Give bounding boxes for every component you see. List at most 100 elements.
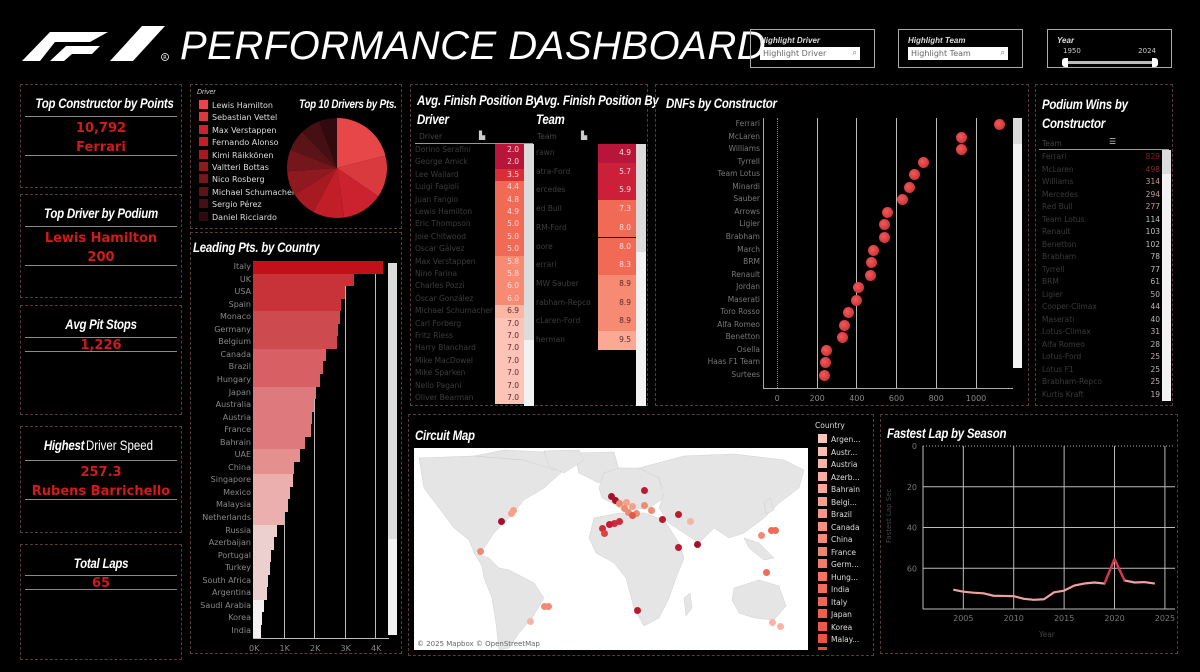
table-row[interactable]: Brabham-Repco 25 <box>1036 376 1160 389</box>
circuit-marker[interactable] <box>628 502 636 510</box>
bar[interactable] <box>253 399 314 412</box>
table-row[interactable]: ed Bull 7.3 <box>534 200 649 219</box>
table-row[interactable]: George Amick 2.0 <box>411 156 524 169</box>
table-row[interactable]: Team Lotus 114 <box>1036 214 1160 227</box>
table-row[interactable]: Tyrrell 77 <box>1036 264 1160 277</box>
table-row[interactable]: Red Bull 277 <box>1036 201 1160 214</box>
bar-row[interactable]: USA <box>191 286 403 299</box>
table-row[interactable]: Ligier 50 <box>1036 289 1160 302</box>
map-legend-item[interactable]: Bahrain <box>818 484 860 494</box>
circuit-marker[interactable] <box>640 486 648 494</box>
bar[interactable] <box>253 499 289 513</box>
circuit-marker[interactable] <box>633 606 641 614</box>
map-legend-item[interactable]: Azerb... <box>818 471 860 482</box>
bar-row[interactable]: Brazil <box>191 361 403 374</box>
table-row[interactable]: Harry Blanchard 7.0 <box>411 342 524 355</box>
circuit-marker[interactable] <box>771 526 779 534</box>
circuit-marker[interactable] <box>600 529 608 537</box>
table-row[interactable]: Alfa Romeo 28 <box>1036 339 1160 352</box>
table-row[interactable]: Nino Farina 5.8 <box>411 268 524 281</box>
bar-row[interactable]: France <box>191 424 403 437</box>
bar[interactable] <box>253 624 261 638</box>
table-row[interactable]: Joie Chitwood 5.0 <box>411 230 524 244</box>
bar[interactable] <box>253 461 295 475</box>
scrollbar-thumb[interactable] <box>1162 150 1171 174</box>
bar[interactable] <box>253 336 337 349</box>
legend-item[interactable]: Lewis Hamilton <box>199 100 273 112</box>
table-row[interactable]: Juan Fangio 4.8 <box>411 193 524 206</box>
driver-column-header[interactable]: Driver <box>419 132 443 141</box>
bar[interactable] <box>253 524 278 538</box>
map-legend-item[interactable]: China <box>818 534 852 544</box>
circuit-marker[interactable] <box>526 617 534 625</box>
dnf-dot[interactable] <box>864 269 876 281</box>
year-slider-min-handle[interactable] <box>1062 58 1068 67</box>
fastest-lap-line-chart[interactable]: 0 20 40 60 2005 2010 2015 2020 2025 <box>881 415 1179 655</box>
dnf-dot[interactable] <box>956 131 968 143</box>
bar[interactable] <box>253 323 339 337</box>
sort-icon[interactable]: ▙ <box>581 131 588 140</box>
dnf-dot[interactable] <box>821 344 833 356</box>
bar-row[interactable]: Japan <box>191 386 403 400</box>
bar[interactable] <box>253 549 272 563</box>
table-row[interactable]: rabham-Repco 8.9 <box>534 293 649 313</box>
bar-row[interactable]: Belgium <box>191 336 403 349</box>
dnf-dot[interactable] <box>881 206 893 218</box>
bar-row[interactable]: Azerbaijan <box>191 537 403 550</box>
bar-row[interactable]: Austria <box>191 411 403 425</box>
map-legend-item[interactable]: Austria <box>818 459 858 469</box>
table-row[interactable]: Ferrari 829 <box>1036 151 1160 164</box>
legend-item[interactable]: Sebastian Vettel <box>199 112 277 124</box>
year-slider-track[interactable] <box>1066 61 1154 64</box>
pie-chart[interactable] <box>282 113 392 223</box>
dnf-dot[interactable] <box>918 156 930 168</box>
circuit-marker[interactable] <box>686 517 694 525</box>
dnf-dot-chart[interactable]: Ferrari McLaren Williams Tyrrell Team Lotus M… <box>656 85 1030 407</box>
bar-row[interactable]: Argentina <box>191 587 403 600</box>
legend-item[interactable]: Sergio Pérez <box>199 199 262 211</box>
team-column-header[interactable]: Team <box>1042 139 1062 148</box>
map-legend-item[interactable]: India <box>818 584 849 594</box>
dnf-dot[interactable] <box>909 169 921 181</box>
table-row[interactable]: rawn 4.9 <box>534 144 649 163</box>
circuit-marker[interactable] <box>624 508 632 516</box>
dnf-dot[interactable] <box>865 257 877 269</box>
bar[interactable] <box>253 486 290 500</box>
pie-slice[interactable] <box>319 118 337 168</box>
bar[interactable] <box>253 298 342 312</box>
pie-slice[interactable] <box>337 168 379 218</box>
circuit-marker[interactable] <box>767 526 775 534</box>
bar[interactable] <box>253 537 275 550</box>
circuit-marker[interactable] <box>632 509 640 517</box>
bar[interactable] <box>253 512 284 525</box>
search-icon[interactable]: ⌕ <box>1000 48 1005 57</box>
bar[interactable] <box>253 599 264 613</box>
circuit-marker[interactable] <box>776 622 784 630</box>
circuit-marker[interactable] <box>615 499 623 507</box>
legend-item[interactable]: Kimi Räikkönen <box>199 149 273 162</box>
circuit-marker[interactable] <box>607 492 615 500</box>
pie-slice[interactable] <box>313 168 345 218</box>
bar-row[interactable]: Turkey <box>191 562 403 575</box>
table-row[interactable]: Mike Sparken 7.0 <box>411 367 524 380</box>
bar-row[interactable]: China <box>191 461 403 475</box>
bar-row[interactable]: Russia <box>191 524 403 538</box>
bar-row[interactable]: Netherlands <box>191 512 403 525</box>
map-legend-item[interactable]: France <box>818 546 856 557</box>
world-map[interactable]: © 2025 Mapbox © OpenStreetMap <box>414 448 808 650</box>
dnf-dot[interactable] <box>904 181 916 193</box>
table-row[interactable]: atra-Ford 5.7 <box>534 162 649 182</box>
table-row[interactable]: MW Sauber 8.9 <box>534 274 649 294</box>
circuit-marker[interactable] <box>610 519 618 527</box>
bar[interactable] <box>253 286 345 299</box>
team-column-header[interactable]: Team <box>537 132 557 141</box>
table-row[interactable]: Mike MacDowel 7.0 <box>411 354 524 368</box>
legend-item[interactable]: Valtteri Bottas <box>199 162 269 174</box>
dnf-dot[interactable] <box>842 307 854 319</box>
scrollbar[interactable] <box>1013 118 1022 368</box>
bar-row[interactable]: Bahrain <box>191 436 403 450</box>
bar-row[interactable]: Spain <box>191 298 403 312</box>
bar-row[interactable]: Korea <box>191 612 403 625</box>
legend-item[interactable]: Daniel Ricciardo <box>199 211 277 224</box>
bar-row[interactable]: Mexico <box>191 486 403 500</box>
